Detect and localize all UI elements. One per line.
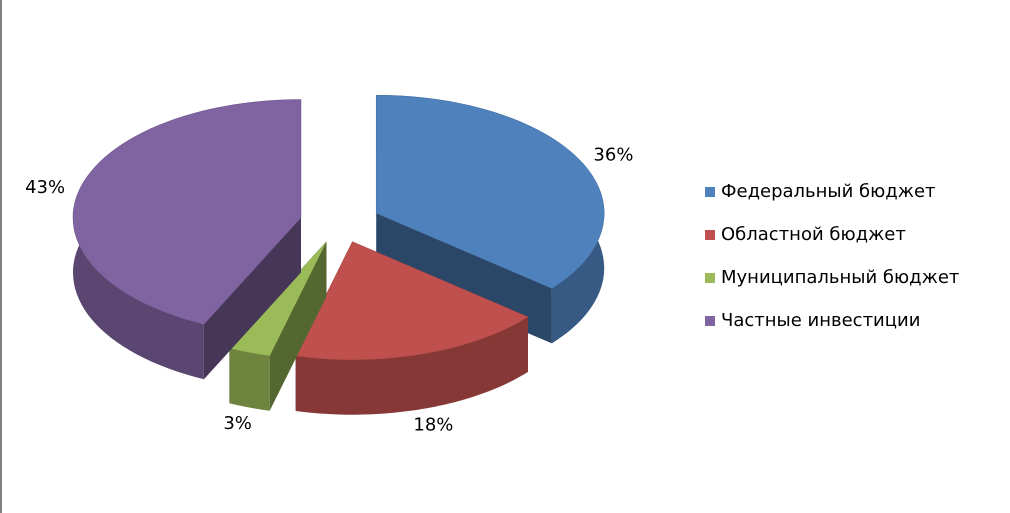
legend-marker — [705, 187, 715, 197]
slice — [295, 241, 529, 415]
legend-label: Федеральный бюджет — [721, 181, 936, 202]
legend-marker — [705, 316, 715, 326]
slice-top — [72, 99, 302, 325]
data-label: 3% — [223, 413, 252, 434]
slice-side — [295, 316, 528, 415]
data-label: 36% — [593, 144, 633, 165]
legend-marker — [705, 230, 715, 240]
slice-top — [295, 241, 529, 360]
slice — [228, 241, 327, 411]
data-label: 43% — [25, 177, 65, 198]
legend-label: Муниципальный бюджет — [721, 267, 959, 288]
legend-marker — [705, 273, 715, 283]
legend-label: Областной бюджет — [721, 224, 906, 245]
slice-side — [229, 348, 270, 411]
slice-side — [203, 217, 301, 380]
legend-label: Частные инвестиции — [721, 310, 920, 331]
data-label: 18% — [413, 415, 453, 436]
slice-top — [375, 94, 605, 289]
slice-top — [228, 241, 327, 357]
slice — [72, 99, 302, 380]
